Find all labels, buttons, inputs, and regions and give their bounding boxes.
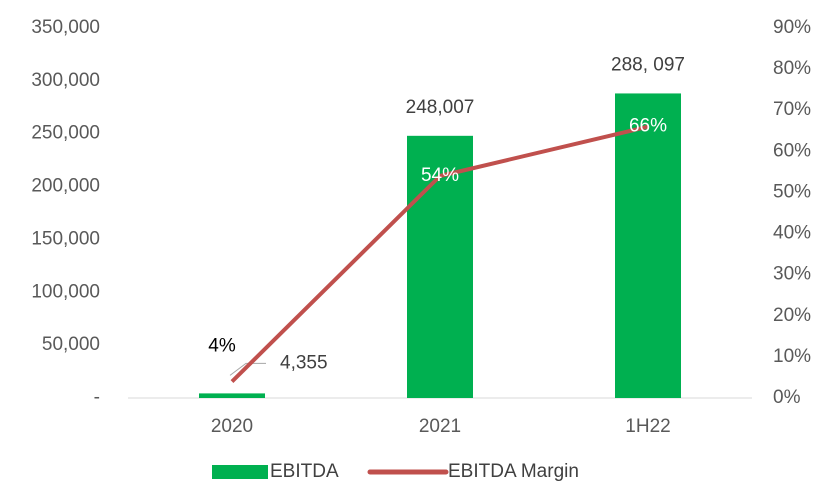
- bar: [615, 93, 681, 399]
- y-tick-label: 50,000: [42, 334, 100, 355]
- data-label: 248,007: [406, 97, 475, 118]
- y2-tick-label: 20%: [773, 305, 811, 326]
- data-label: 288, 097: [611, 54, 685, 75]
- y2-tick-label: 40%: [773, 223, 811, 244]
- y-tick-label: 150,000: [31, 228, 100, 249]
- y2-tick-label: 60%: [773, 140, 811, 161]
- x-tick-label: 1H22: [625, 416, 670, 437]
- y-tick-label: 350,000: [31, 17, 100, 38]
- y2-tick-label: 70%: [773, 99, 811, 120]
- leader-line: [229, 362, 266, 376]
- x-tick-label: 2020: [211, 416, 253, 437]
- legend-swatch: [212, 465, 268, 479]
- y2-tick-label: 10%: [773, 346, 811, 367]
- data-label: 66%: [629, 116, 667, 137]
- data-label: 54%: [421, 165, 459, 186]
- legend-label: EBITDA: [270, 461, 339, 482]
- data-label: 4,355: [280, 352, 328, 373]
- line: [230, 124, 649, 383]
- y-tick-label: 100,000: [31, 281, 100, 302]
- bar: [407, 135, 473, 398]
- y-tick-label: 200,000: [31, 176, 100, 197]
- legend-label: EBITDA Margin: [448, 461, 579, 482]
- y2-tick-label: 80%: [773, 58, 811, 79]
- y-tick-label: 300,000: [31, 70, 100, 91]
- y2-tick-label: 50%: [773, 181, 811, 202]
- data-label: 4%: [208, 336, 236, 357]
- y-tick-label: -: [94, 387, 100, 408]
- y2-tick-label: 30%: [773, 264, 811, 285]
- y2-tick-label: 90%: [773, 17, 811, 38]
- y-tick-label: 250,000: [31, 123, 100, 144]
- y2-tick-label: 0%: [773, 387, 801, 408]
- x-tick-label: 2021: [419, 416, 461, 437]
- bar: [199, 393, 265, 398]
